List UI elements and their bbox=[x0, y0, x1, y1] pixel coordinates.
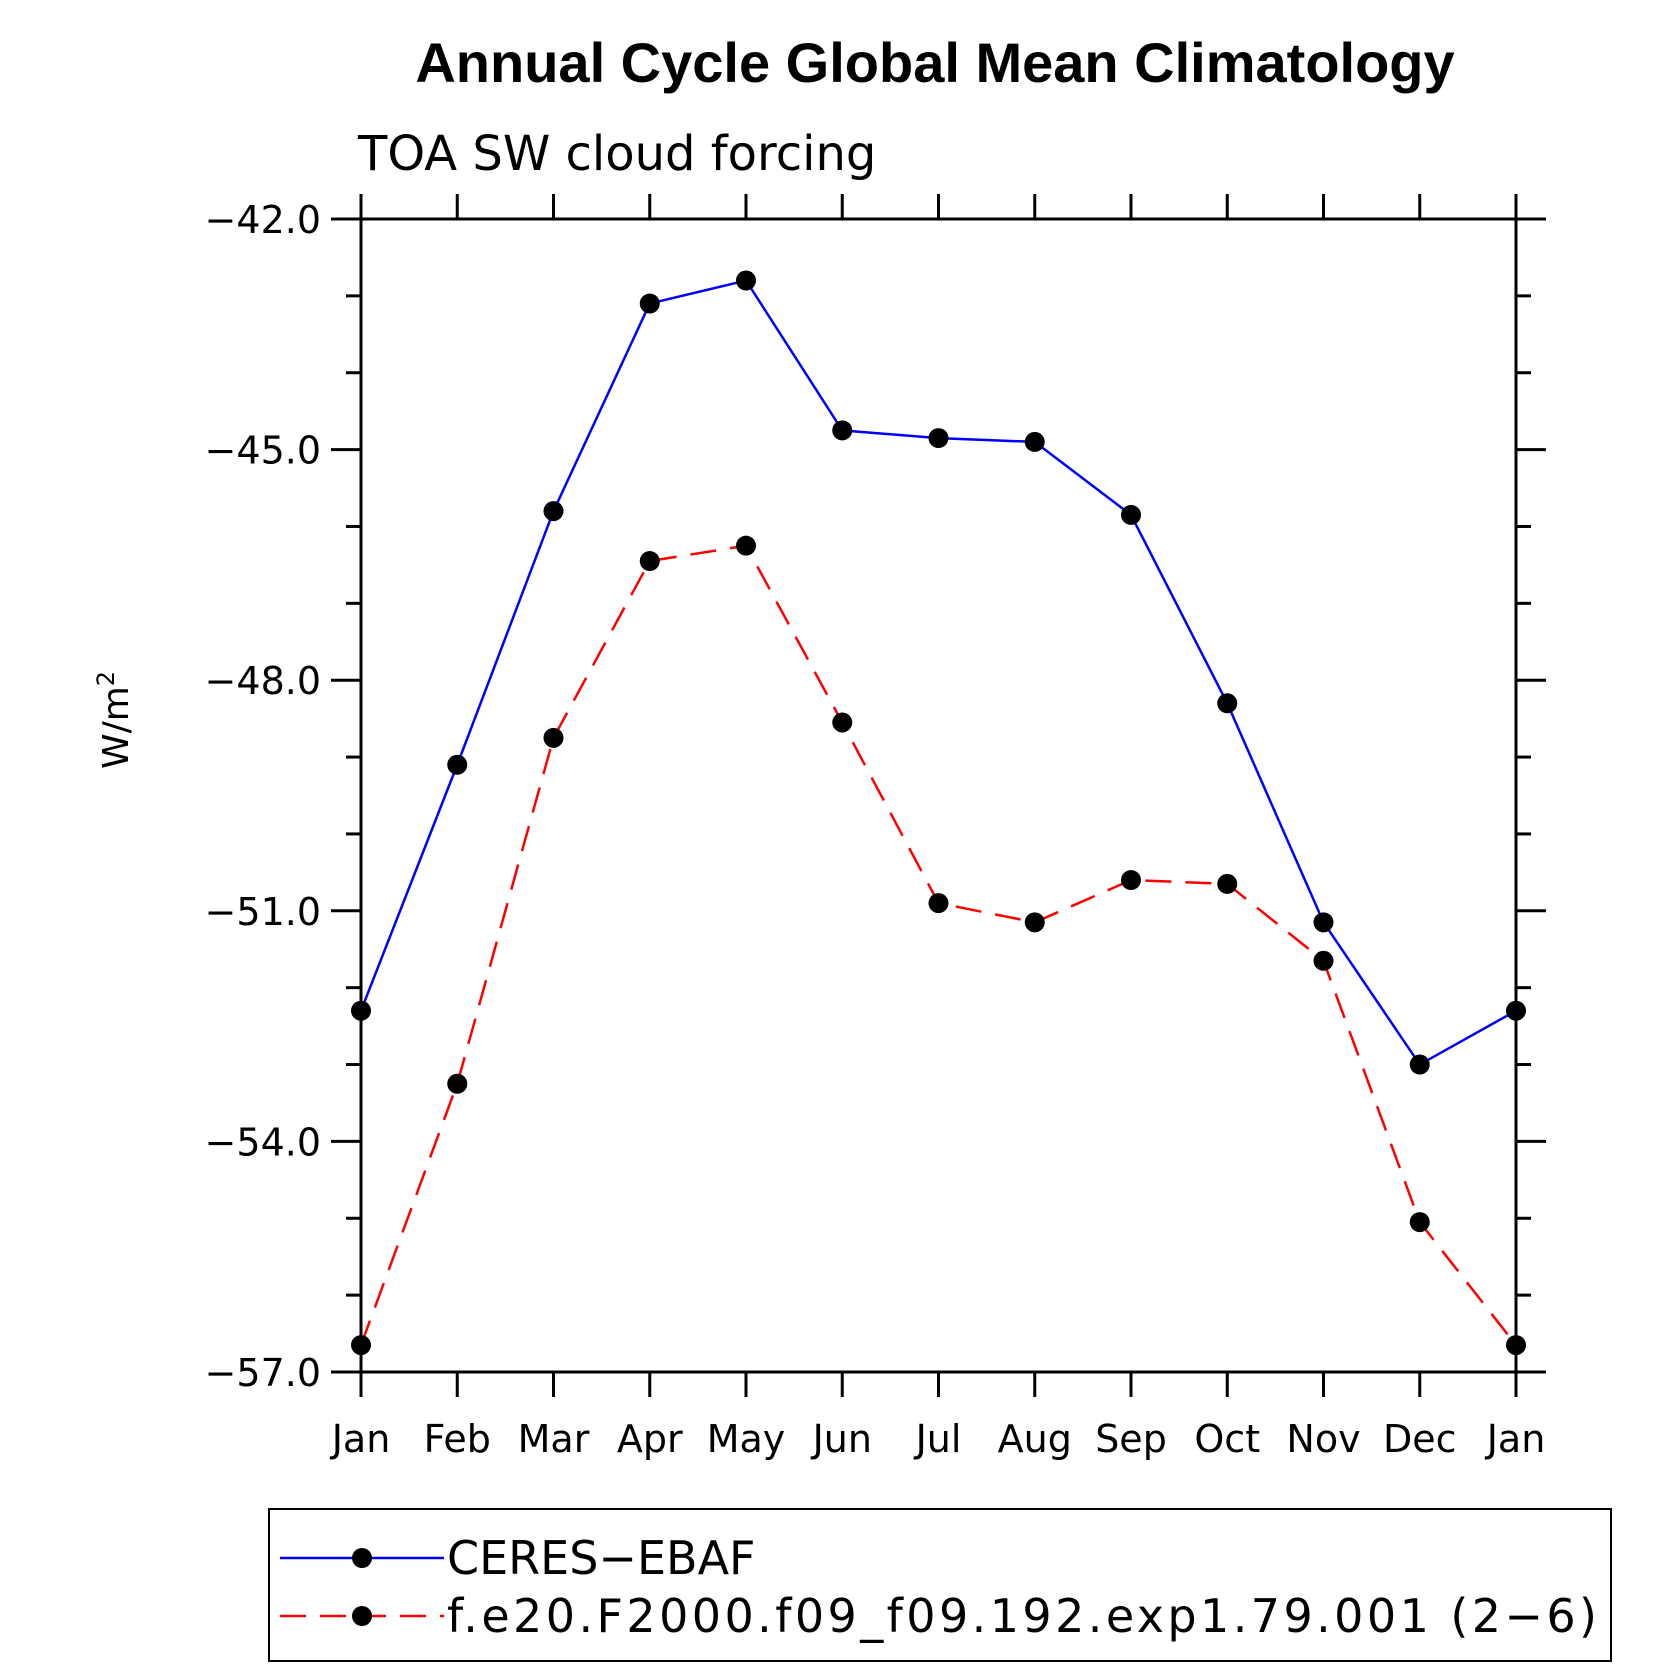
x-tick-label: Jul bbox=[914, 1417, 962, 1461]
series-line-0 bbox=[359, 279, 1517, 1067]
legend: CERES−EBAFf.e20.F2000.f09_f09.192.exp1.7… bbox=[268, 1508, 1612, 1662]
y-axis-label-superscript: 2 bbox=[92, 671, 120, 686]
series-0-point bbox=[1217, 693, 1238, 714]
svg-text:W/m2: W/m2 bbox=[92, 671, 137, 769]
series-1-point bbox=[928, 893, 949, 914]
legend-label-0: CERES−EBAF bbox=[447, 1531, 756, 1585]
chart-title: Annual Cycle Global Mean Climatology bbox=[415, 31, 1454, 94]
x-tick-label: Jan bbox=[1485, 1417, 1546, 1461]
series-0-point bbox=[1313, 912, 1334, 933]
series-line-1 bbox=[359, 544, 1517, 1346]
x-tick-label: Mar bbox=[518, 1417, 590, 1461]
y-tick-label: −51.0 bbox=[205, 890, 321, 934]
series-1-point bbox=[543, 727, 564, 748]
series-1-point bbox=[1217, 873, 1238, 894]
series-1-point bbox=[1024, 912, 1045, 933]
chart-subtitle: TOA SW cloud forcing bbox=[357, 126, 876, 182]
series-0-point bbox=[543, 501, 564, 522]
series-1-point bbox=[1313, 950, 1334, 971]
series-0-point bbox=[736, 270, 756, 291]
legend-label-1: f.e20.F2000.f09_f09.192.exp1.79.001 (2−6… bbox=[447, 1589, 1597, 1643]
legend-marker-0 bbox=[352, 1548, 372, 1568]
x-tick-label: Dec bbox=[1383, 1417, 1457, 1461]
series-1-point bbox=[447, 1073, 468, 1094]
y-tick-label: −45.0 bbox=[205, 429, 321, 473]
x-tick-label: Oct bbox=[1194, 1417, 1260, 1461]
legend-box bbox=[268, 1508, 1612, 1662]
x-tick-label: Nov bbox=[1286, 1417, 1360, 1461]
plot-frame bbox=[359, 217, 1518, 1374]
x-tick-label: May bbox=[707, 1417, 786, 1461]
axis-ticks: Jan Feb Mar Apr May Jun Jul Aug Sep Oct Nov Dec Jan−… bbox=[205, 194, 1546, 1461]
series-1-point bbox=[1409, 1212, 1430, 1233]
series-1-point bbox=[832, 712, 853, 733]
series-1-point bbox=[639, 551, 660, 572]
x-tick-label: Jan bbox=[330, 1417, 391, 1461]
series-0-point bbox=[1409, 1054, 1430, 1075]
series-0-point bbox=[832, 420, 853, 441]
y-axis-label: W/m2 bbox=[92, 671, 137, 769]
series-0-point bbox=[1121, 504, 1141, 525]
y-tick-label: −42.0 bbox=[205, 198, 321, 242]
series-0-point bbox=[639, 293, 660, 314]
x-tick-label: Jun bbox=[811, 1417, 872, 1461]
y-tick-label: −54.0 bbox=[205, 1120, 321, 1164]
series-1-point bbox=[736, 535, 756, 556]
series-1-point bbox=[1121, 870, 1141, 891]
y-tick-label: −57.0 bbox=[205, 1351, 321, 1395]
series-points bbox=[351, 270, 1526, 1356]
series-0-point bbox=[447, 754, 468, 775]
x-tick-label: Apr bbox=[617, 1417, 683, 1461]
y-tick-label: −48.0 bbox=[205, 659, 321, 703]
series-0-point bbox=[1024, 431, 1045, 452]
series-0-point bbox=[928, 428, 949, 449]
x-tick-label: Feb bbox=[424, 1417, 491, 1461]
y-axis-label-text: W/m bbox=[96, 686, 137, 769]
x-tick-label: Sep bbox=[1095, 1417, 1167, 1461]
x-tick-label: Aug bbox=[998, 1417, 1072, 1461]
legend-marker-1 bbox=[352, 1606, 372, 1626]
